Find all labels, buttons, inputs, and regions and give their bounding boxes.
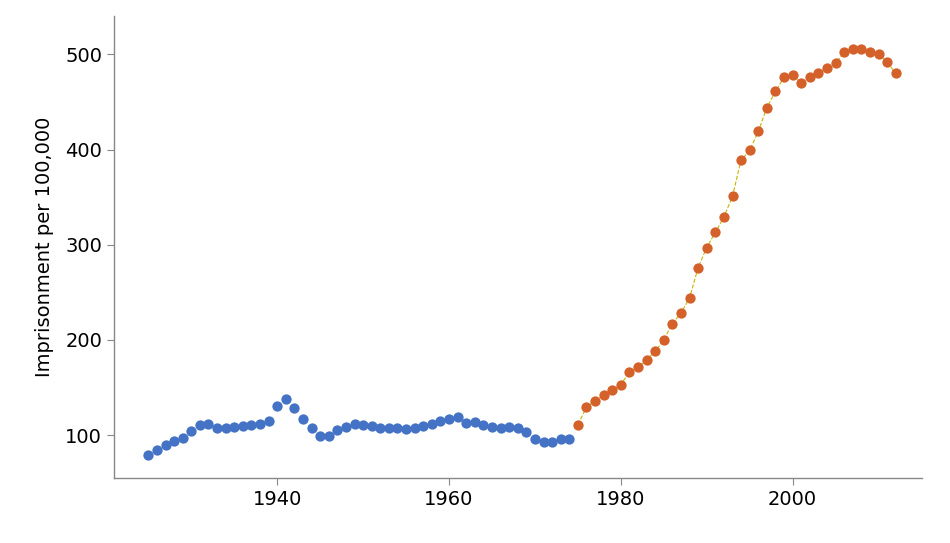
Point	[750, 127, 766, 136]
Point	[656, 336, 672, 344]
Point	[691, 263, 706, 272]
Point	[338, 423, 353, 432]
Point	[725, 192, 740, 200]
Point	[631, 363, 646, 372]
Point	[278, 395, 294, 403]
Point	[416, 422, 431, 431]
Point	[665, 319, 680, 328]
Point	[175, 433, 190, 442]
Point	[871, 50, 886, 59]
Point	[614, 380, 629, 389]
Point	[442, 414, 457, 423]
Point	[330, 426, 345, 434]
Point	[183, 427, 199, 435]
Point	[802, 73, 817, 81]
Point	[674, 309, 689, 318]
Point	[820, 64, 835, 72]
Point	[828, 59, 844, 67]
Point	[236, 422, 251, 431]
Point	[244, 421, 259, 430]
Y-axis label: Imprisonment per 100,000: Imprisonment per 100,000	[35, 117, 54, 377]
Point	[398, 425, 413, 434]
Point	[837, 48, 852, 57]
Point	[467, 418, 483, 426]
Point	[544, 437, 560, 446]
Point	[570, 420, 585, 429]
Point	[295, 414, 311, 423]
Point	[888, 69, 903, 78]
Point	[536, 437, 551, 446]
Point	[759, 103, 774, 112]
Point	[141, 451, 156, 459]
Point	[579, 403, 594, 412]
Point	[425, 419, 440, 428]
Point	[880, 58, 895, 66]
Point	[716, 213, 732, 222]
Point	[158, 441, 173, 450]
Point	[708, 228, 723, 237]
Point	[561, 434, 577, 443]
Point	[253, 419, 268, 428]
Point	[149, 446, 164, 454]
Point	[810, 69, 826, 78]
Point	[372, 424, 388, 433]
Point	[510, 424, 525, 433]
Point	[210, 424, 225, 433]
Point	[587, 396, 602, 405]
Point	[390, 424, 405, 433]
Point	[313, 432, 328, 440]
Point	[364, 422, 379, 431]
Point	[450, 413, 465, 421]
Point	[261, 416, 276, 425]
Point	[553, 434, 568, 443]
Point	[407, 424, 422, 433]
Point	[192, 421, 207, 430]
Point	[596, 391, 611, 400]
Point	[304, 424, 319, 433]
Point	[785, 71, 800, 80]
Point	[381, 424, 396, 433]
Point	[648, 347, 663, 356]
Point	[682, 294, 697, 302]
Point	[604, 386, 619, 395]
Point	[699, 243, 714, 252]
Point	[742, 146, 757, 155]
Point	[200, 419, 216, 428]
Point	[776, 73, 791, 81]
Point	[793, 79, 808, 87]
Point	[502, 423, 517, 432]
Point	[527, 434, 542, 443]
Point	[493, 424, 508, 433]
Point	[166, 437, 181, 445]
Point	[476, 420, 491, 429]
Point	[622, 368, 637, 376]
Point	[218, 424, 234, 433]
Point	[355, 421, 370, 430]
Point	[519, 428, 534, 437]
Point	[347, 419, 362, 428]
Point	[287, 404, 302, 413]
Point	[768, 87, 783, 96]
Point	[846, 45, 861, 53]
Point	[854, 45, 869, 53]
Point	[733, 156, 749, 165]
Point	[433, 416, 448, 425]
Point	[484, 423, 500, 432]
Point	[459, 418, 474, 427]
Point	[227, 423, 242, 432]
Point	[321, 432, 336, 440]
Point	[639, 356, 655, 364]
Point	[270, 401, 285, 410]
Point	[863, 48, 878, 57]
